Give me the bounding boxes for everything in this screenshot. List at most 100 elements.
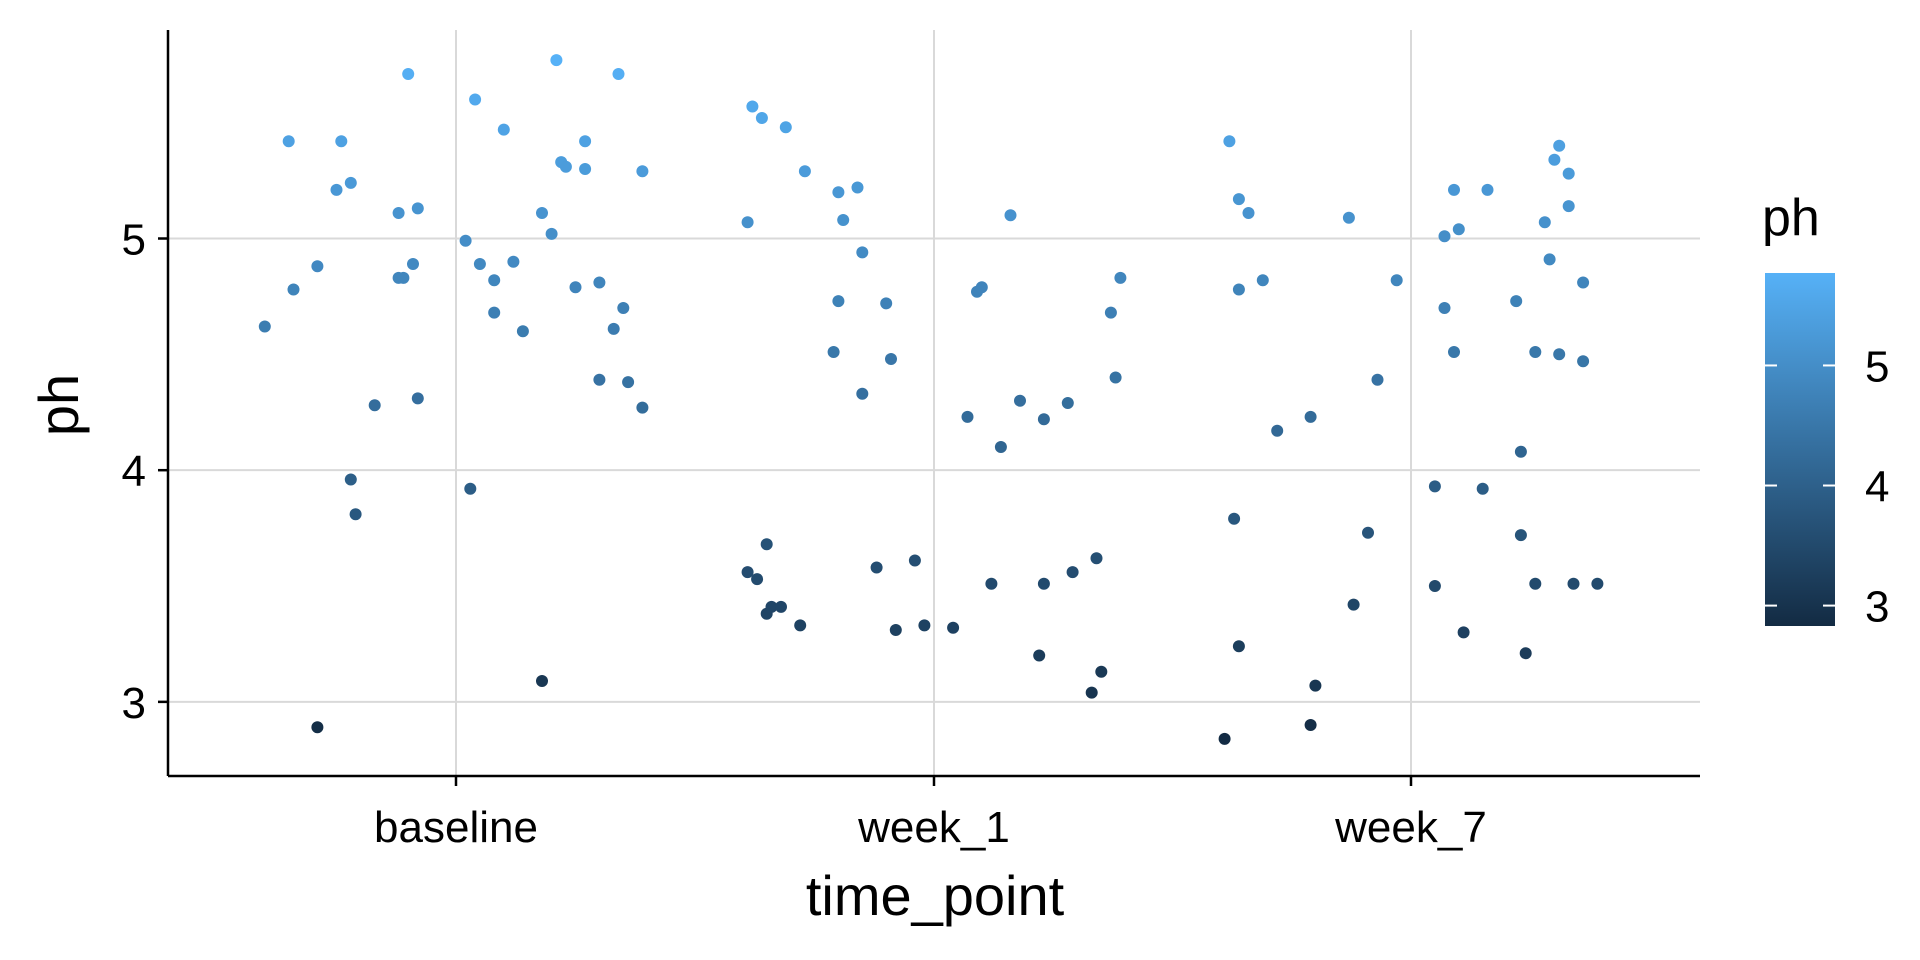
data-point: [497, 123, 510, 136]
data-point: [1548, 153, 1561, 166]
data-point: [617, 302, 630, 314]
data-point: [258, 320, 271, 333]
data-point: [779, 121, 792, 134]
data-point: [344, 176, 357, 189]
tick-labels: 3 4 5 baseline week_1 week_7: [122, 216, 1487, 852]
data-point: [880, 297, 893, 310]
data-point: [579, 135, 592, 148]
data-point: [1519, 647, 1532, 660]
data-point: [1347, 598, 1360, 611]
data-point: [1090, 552, 1103, 565]
data-point: [335, 135, 348, 148]
data-point: [397, 271, 410, 284]
data-point: [1567, 577, 1580, 590]
data-point: [1304, 410, 1317, 423]
data-point: [1591, 577, 1604, 590]
legend-title: ph: [1762, 189, 1820, 247]
data-point: [827, 346, 840, 358]
data-point: [636, 165, 649, 178]
data-point: [1428, 480, 1441, 493]
data-point: [760, 538, 773, 551]
data-point: [856, 246, 869, 259]
data-point: [1514, 445, 1527, 458]
data-point: [885, 353, 897, 365]
data-point: [1095, 665, 1108, 678]
data-point: [1037, 577, 1050, 590]
data-point: [870, 561, 883, 574]
data-point: [751, 573, 764, 586]
data-point: [593, 373, 606, 386]
data-point: [488, 274, 501, 287]
data-point: [349, 508, 362, 521]
data-point: [798, 165, 811, 178]
data-point: [1510, 295, 1523, 308]
data-point: [459, 234, 472, 247]
data-point: [1232, 640, 1245, 653]
data-point: [607, 322, 620, 335]
gridlines: [168, 30, 1700, 776]
data-point: [469, 93, 482, 106]
data-point: [1223, 135, 1236, 148]
data-point: [516, 325, 529, 338]
data-point: [755, 112, 768, 124]
data-point: [1428, 580, 1441, 592]
data-point: [507, 255, 520, 268]
x-axis-title: time_point: [806, 864, 1065, 927]
data-point: [536, 675, 548, 687]
data-point: [550, 54, 563, 67]
data-point: [856, 387, 869, 400]
data-point: [1476, 482, 1489, 495]
data-point: [1066, 566, 1079, 579]
data-point: [1438, 230, 1451, 243]
data-point: [1543, 253, 1556, 266]
colorbar: [1765, 273, 1835, 626]
data-point: [1362, 526, 1374, 539]
y-tick-label: 3: [122, 679, 146, 728]
x-tick-label: week_1: [857, 803, 1010, 852]
data-point: [1448, 346, 1460, 358]
colorbar-legend: ph 3 4 5: [1762, 189, 1889, 632]
data-point: [851, 181, 864, 194]
data-point: [1232, 283, 1245, 296]
data-point: [1004, 209, 1017, 222]
data-point: [908, 554, 921, 567]
data-point: [832, 295, 845, 308]
x-tick-label: baseline: [374, 803, 538, 852]
data-point: [889, 624, 902, 636]
data-point: [392, 207, 405, 219]
data-point: [368, 399, 381, 412]
data-point: [622, 376, 635, 389]
data-point: [545, 227, 558, 240]
data-point: [947, 621, 960, 634]
data-point: [1256, 274, 1269, 287]
data-point: [961, 410, 974, 423]
data-point: [975, 281, 988, 294]
data-point: [741, 566, 754, 579]
data-point: [985, 577, 998, 590]
data-point: [402, 68, 415, 80]
data-point: [287, 283, 300, 296]
data-point: [559, 160, 572, 173]
data-point: [311, 721, 324, 734]
data-point: [832, 186, 845, 199]
data-point: [473, 258, 486, 270]
data-point: [1577, 276, 1590, 289]
data-point: [1562, 167, 1575, 180]
colorbar-tick-label: 4: [1865, 463, 1889, 512]
data-point: [1562, 200, 1575, 213]
data-point: [775, 600, 787, 613]
data-point: [411, 392, 424, 405]
data-point: [741, 216, 754, 229]
data-point: [1109, 371, 1122, 384]
data-point: [1529, 346, 1542, 358]
data-point: [1309, 679, 1322, 692]
data-point: [612, 68, 625, 80]
data-point: [411, 202, 424, 215]
data-point: [1452, 223, 1465, 236]
data-point: [1304, 719, 1317, 731]
data-point: [918, 619, 931, 632]
data-point: [330, 183, 343, 196]
data-point: [1228, 512, 1241, 525]
data-point: [1061, 397, 1074, 409]
data-point: [746, 100, 759, 113]
